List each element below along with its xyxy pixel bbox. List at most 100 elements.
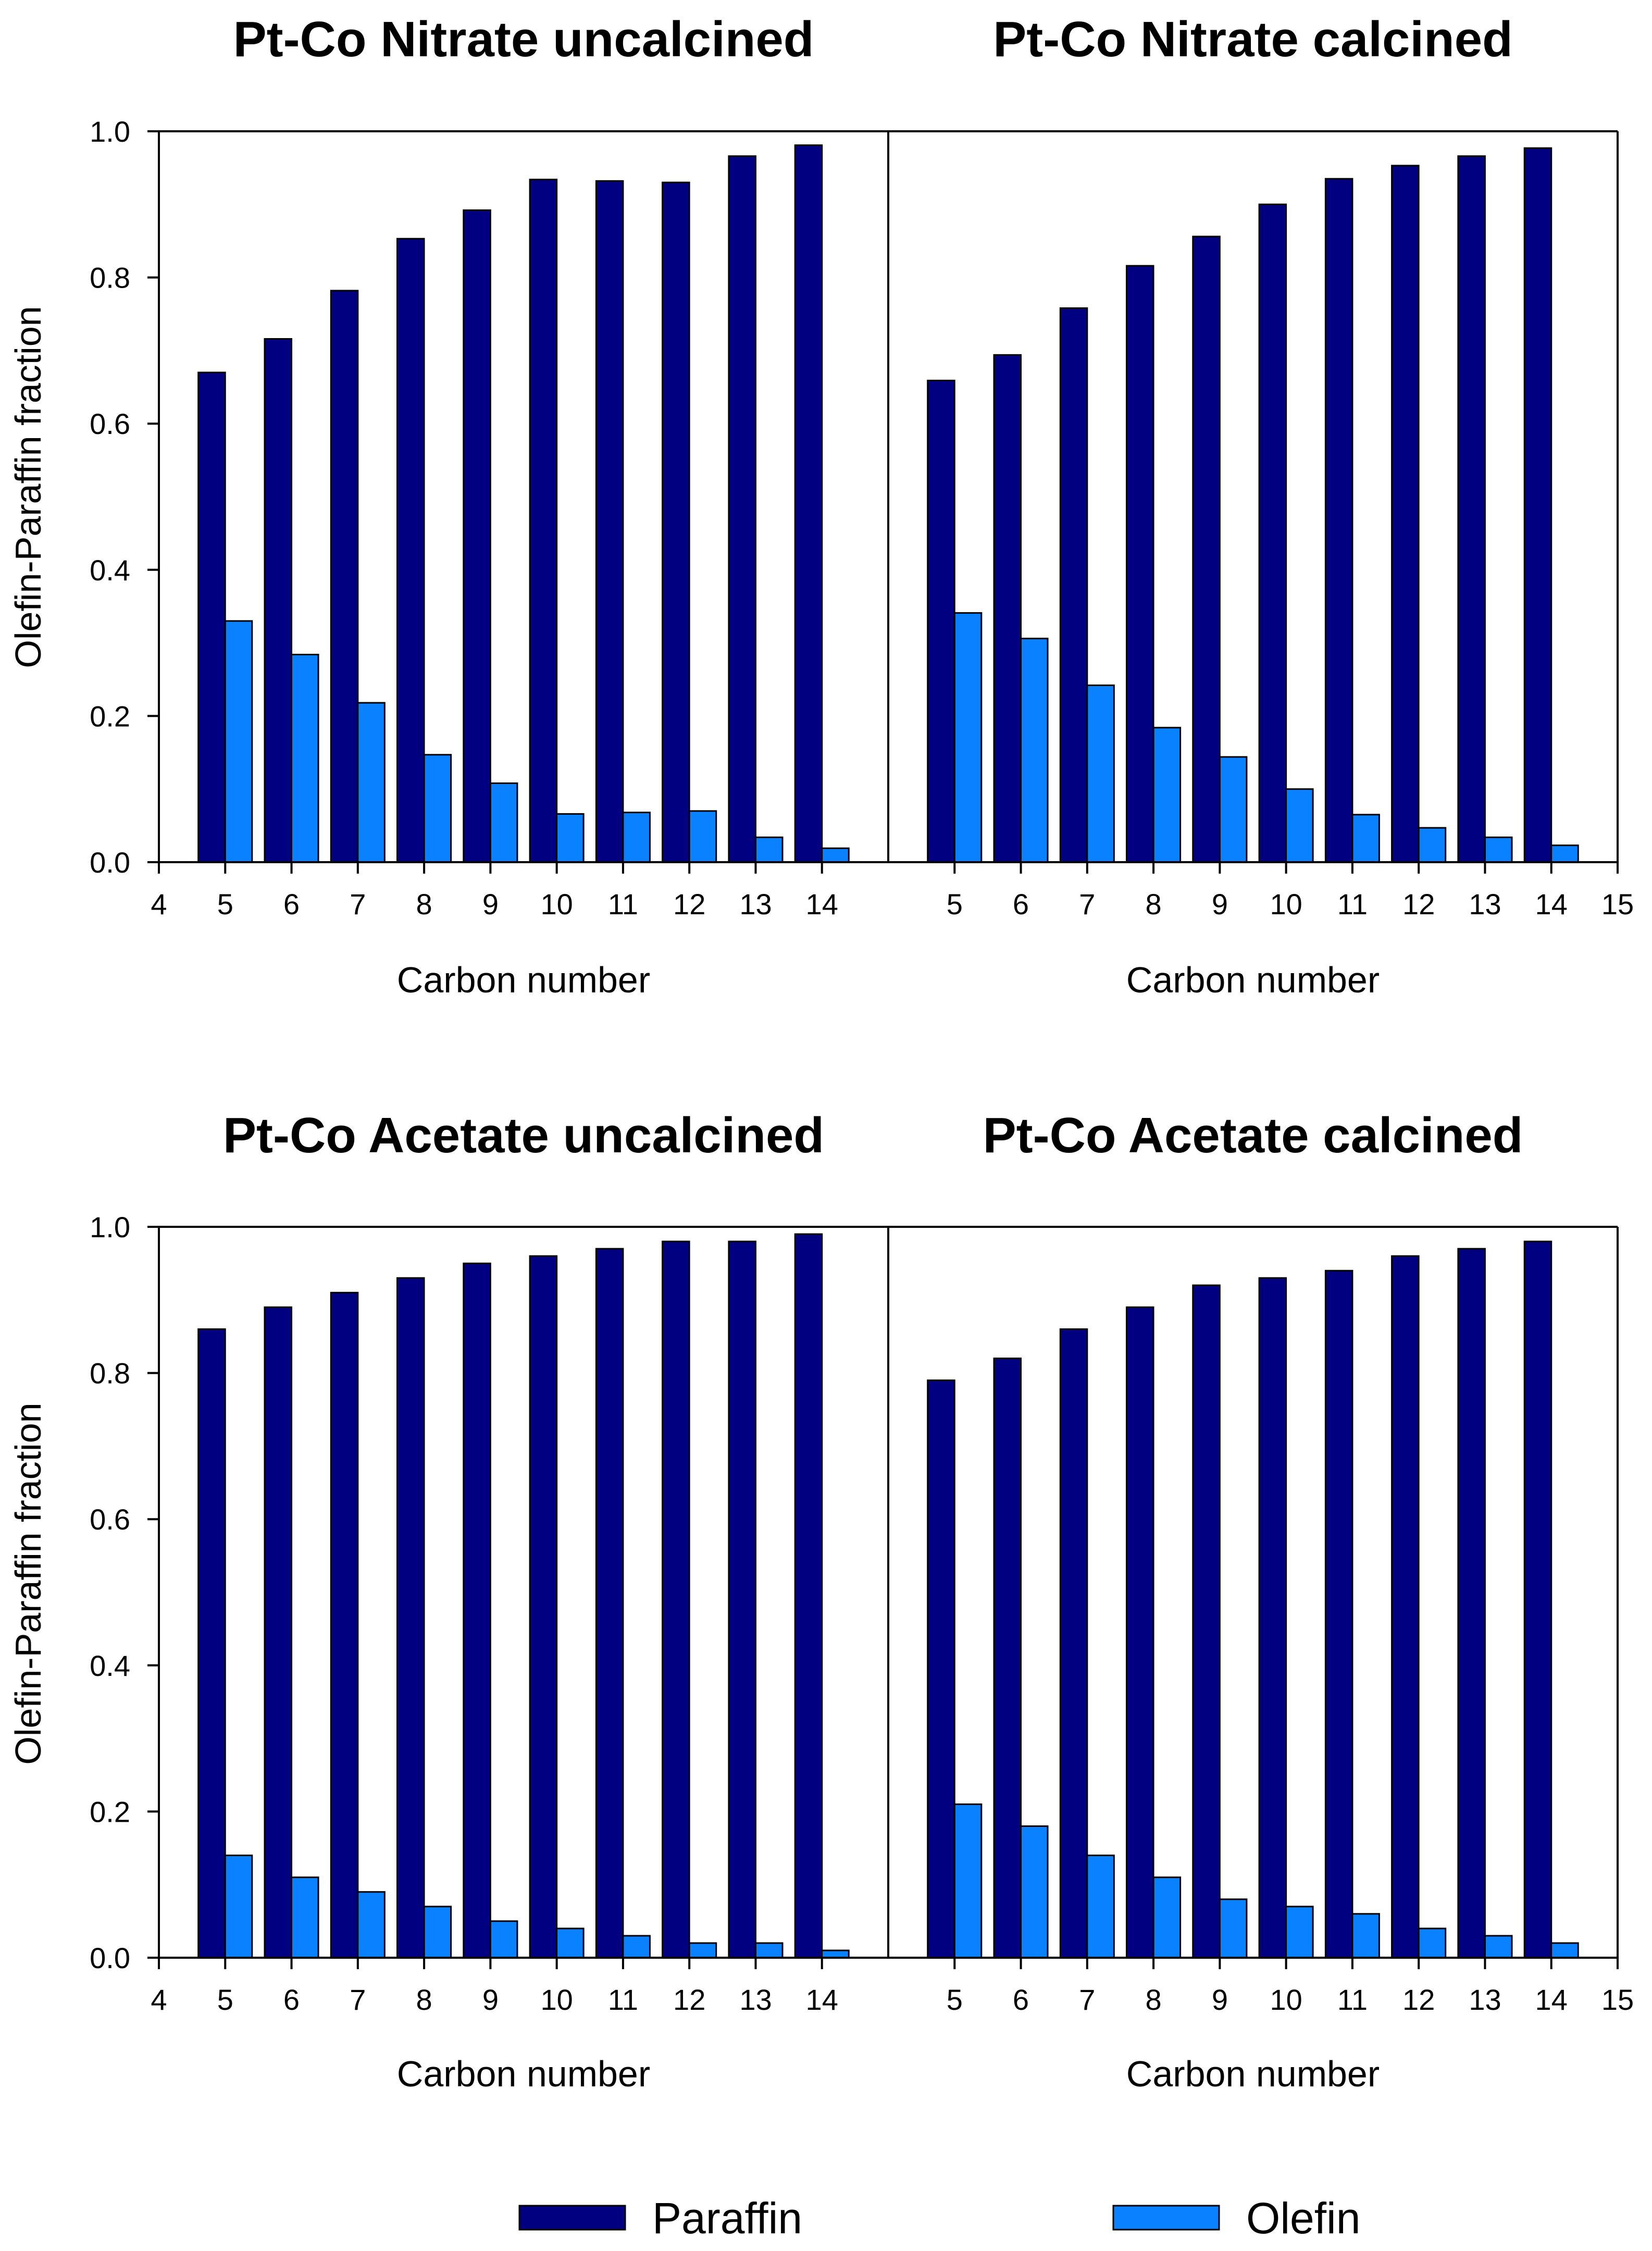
- y-tick-label: 0.8: [90, 262, 130, 294]
- y-tick-label: 0.8: [90, 1357, 130, 1390]
- y-tick-label: 0.6: [90, 407, 130, 440]
- y-tick-label: 0.2: [90, 1795, 130, 1828]
- x-tick-label: 8: [1146, 888, 1162, 921]
- x-tick-label: 14: [806, 1983, 838, 2016]
- x-tick-label: 5: [217, 1983, 233, 2016]
- olefin-bar: [291, 654, 319, 863]
- paraffin-bar: [330, 1291, 359, 1959]
- x-tick-label: 10: [1270, 1983, 1302, 2016]
- olefin-bar: [953, 1803, 983, 1959]
- y-tick-label: 0.6: [90, 1503, 130, 1536]
- olefin-bar: [1086, 1855, 1115, 1959]
- x-tick-label: 14: [1535, 1983, 1568, 2016]
- olefin-bar: [821, 847, 850, 863]
- x-tick-label: 14: [806, 888, 838, 921]
- panel-title: Pt-Co Acetate calcined: [983, 1108, 1523, 1163]
- x-tick-label: 10: [540, 1983, 573, 2016]
- paraffin-bar: [1391, 165, 1420, 863]
- legend-swatch-paraffin: [518, 2205, 626, 2231]
- x-tick-label: 15: [1601, 1983, 1634, 2016]
- paraffin-bar: [1457, 155, 1486, 863]
- olefin-bar: [1285, 1906, 1314, 1959]
- x-tick-label: 4: [151, 888, 167, 921]
- x-tick-label: 7: [350, 1983, 366, 2016]
- y-tick-label: 0.0: [90, 846, 130, 879]
- olefin-bar: [1484, 1935, 1513, 1959]
- olefin-bar: [423, 1906, 452, 1959]
- paraffin-bar: [728, 1240, 756, 1959]
- paraffin-bar: [662, 181, 690, 863]
- x-tick-label: 9: [1212, 1983, 1228, 2016]
- paraffin-bar: [396, 1277, 425, 1959]
- olefin-bar: [489, 1920, 518, 1959]
- panel-title: Pt-Co Nitrate uncalcined: [233, 11, 814, 67]
- x-tick-label: 15: [1601, 888, 1634, 921]
- paraffin-bar: [927, 379, 955, 863]
- paraffin-bar: [1059, 307, 1088, 863]
- paraffin-bar: [927, 1379, 955, 1959]
- panel-nitrate-uncalcined: Pt-Co Nitrate uncalcined Olefin-Paraffin…: [8, 11, 888, 1000]
- paraffin-bar: [595, 1248, 624, 1959]
- y-tick-label: 0.2: [90, 700, 130, 732]
- olefin-bar: [224, 620, 253, 863]
- x-tick-label: 5: [947, 1983, 963, 2016]
- axes: 4 5 6 7 8 9 10 11 12 13 14 0.0 0.2 0.4 0.6 0.8 1.0: [90, 115, 888, 921]
- x-tick-label: 10: [1270, 888, 1302, 921]
- panel-nitrate-calcined: Pt-Co Nitrate calcined Carbon number 5 6 7…: [887, 11, 1634, 1000]
- x-tick-label: 14: [1535, 888, 1568, 921]
- olefin-bar: [556, 813, 585, 863]
- x-axis-label: Carbon number: [397, 2054, 650, 2094]
- paraffin-bar: [662, 1240, 690, 1959]
- olefin-bar: [1351, 814, 1380, 863]
- x-axis-label: Carbon number: [1126, 2054, 1380, 2094]
- paraffin-bar: [595, 180, 624, 863]
- paraffin-bar: [197, 371, 226, 863]
- legend-label-olefin: Olefin: [1246, 2194, 1360, 2243]
- x-tick-label: 12: [673, 888, 705, 921]
- olefin-bar: [688, 810, 717, 863]
- x-tick-label: 11: [608, 888, 638, 921]
- paraffin-bar: [1192, 235, 1221, 863]
- paraffin-bar: [1457, 1248, 1486, 1959]
- olefin-bar: [1152, 727, 1182, 863]
- paraffin-bar: [1192, 1284, 1221, 1959]
- paraffin-bar: [463, 1262, 491, 1959]
- x-tick-label: 8: [1146, 1983, 1162, 2016]
- x-tick-label: 13: [739, 1983, 772, 2016]
- olefin-bar: [1219, 756, 1248, 863]
- panel-title: Pt-Co Nitrate calcined: [993, 11, 1513, 67]
- x-tick-label: 13: [1469, 888, 1501, 921]
- panel-acetate-calcined: Pt-Co Acetate calcined Carbon number 5 6 7…: [887, 1108, 1634, 2094]
- x-tick-label: 8: [416, 888, 432, 921]
- paraffin-bar: [264, 338, 292, 863]
- y-tick-label: 1.0: [90, 1211, 130, 1243]
- paraffin-bar: [794, 1233, 823, 1959]
- paraffin-bar: [264, 1306, 292, 1959]
- olefin-bar: [1418, 827, 1447, 863]
- paraffin-bar: [794, 144, 823, 863]
- paraffin-bar: [197, 1328, 226, 1959]
- x-tick-label: 8: [416, 1983, 432, 2016]
- paraffin-bar: [1391, 1255, 1420, 1959]
- x-tick-label: 6: [283, 888, 300, 921]
- y-tick-label: 0.0: [90, 1942, 130, 1974]
- y-tick-label: 0.4: [90, 1649, 130, 1682]
- paraffin-bar: [1059, 1328, 1088, 1959]
- olefin-bar: [1086, 685, 1115, 863]
- axes: 4 5 6 7 8 9 10 11 12 13 14 0.0 0.2 0.4 0.6 0.8 1.0: [90, 1211, 888, 2016]
- y-tick-label: 0.4: [90, 554, 130, 587]
- x-axis-label: Carbon number: [1126, 960, 1380, 1000]
- x-tick-label: 9: [482, 1983, 499, 2016]
- olefin-bar: [357, 1891, 386, 1959]
- paraffin-bar: [529, 1255, 558, 1959]
- paraffin-bar: [728, 155, 756, 863]
- x-tick-label: 11: [608, 1983, 638, 2016]
- olefin-bar: [953, 612, 983, 863]
- olefin-bar: [357, 702, 386, 863]
- x-axis-label: Carbon number: [397, 960, 650, 1000]
- olefin-bar: [1484, 836, 1513, 863]
- paraffin-bar: [330, 290, 359, 863]
- paraffin-bar: [1324, 178, 1353, 863]
- x-tick-label: 9: [1212, 888, 1228, 921]
